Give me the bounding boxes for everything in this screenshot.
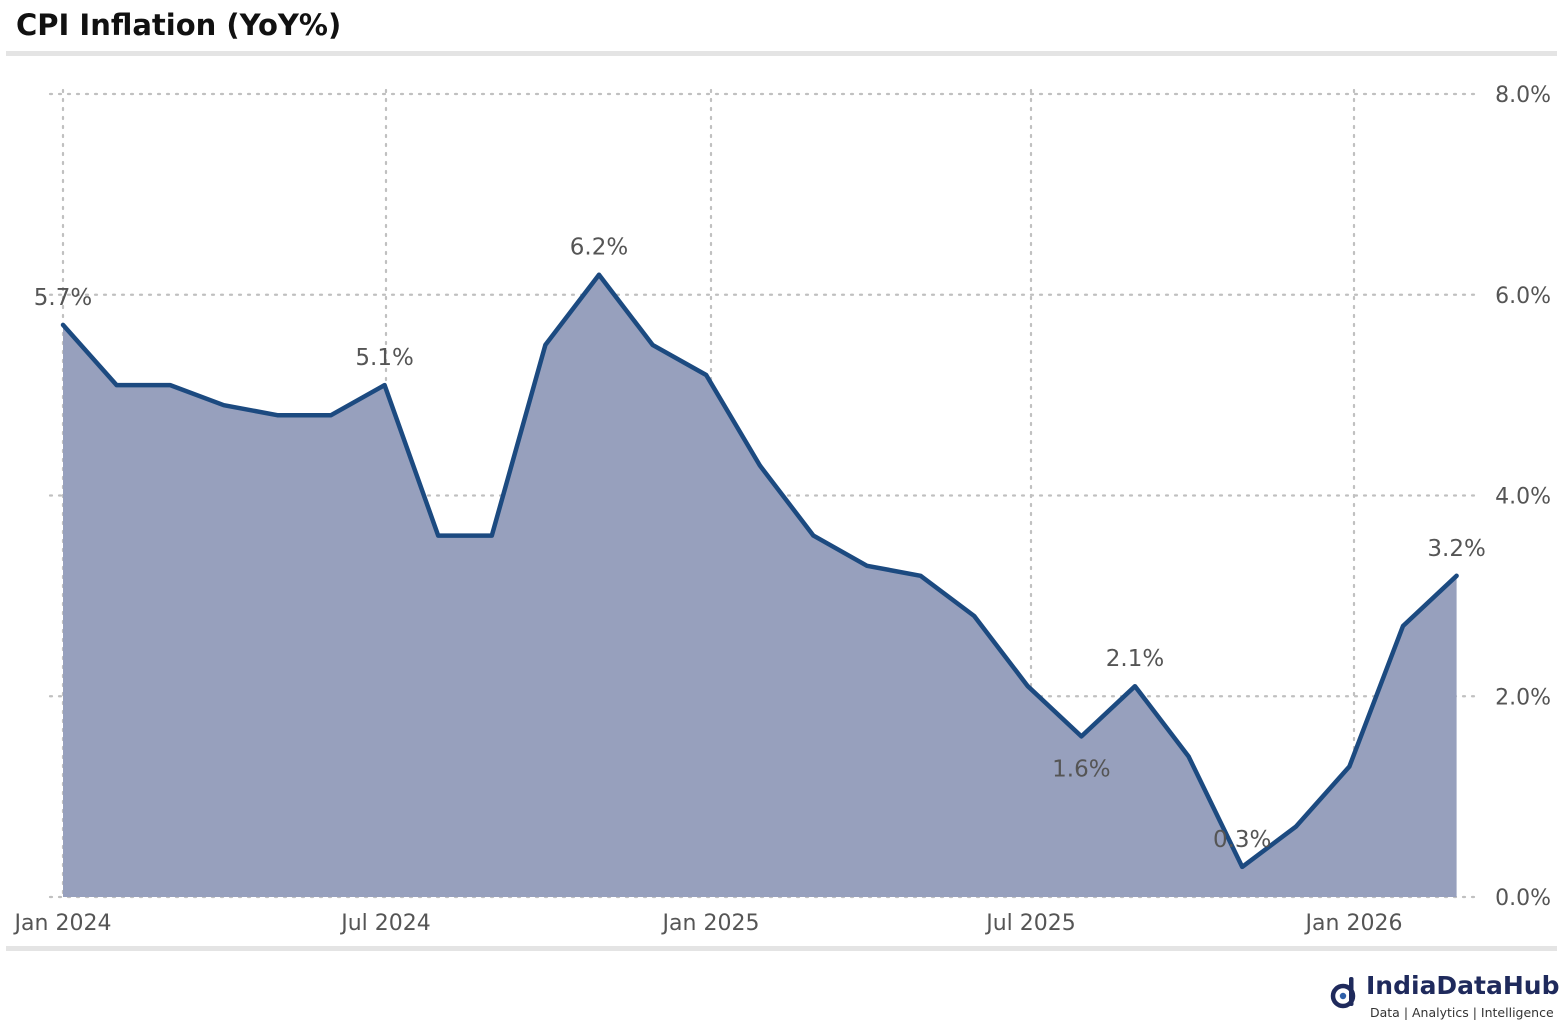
data-point-2025-06 — [972, 614, 976, 618]
data-label-2025-09: 2.1% — [1106, 646, 1164, 672]
data-labels: 5.7% 5.1% 6.2% 1.6% 2.1% 0.3% 3.2% — [34, 235, 1486, 853]
data-point-2024-12 — [651, 343, 655, 347]
data-point-2025-07 — [1026, 684, 1030, 688]
y-tick-label: 6.0% — [1495, 284, 1551, 309]
logo-name: IndiaDataHub — [1366, 971, 1560, 1000]
area-layer — [60, 272, 1459, 897]
data-point-2024-04 — [222, 403, 226, 407]
data-label-2025-11: 0.3% — [1213, 827, 1271, 853]
x-axis: Jan 2024 Jul 2024 Jan 2025 Jul 2025 Jan 2026 — [13, 911, 1403, 936]
data-point-2026-01 — [1347, 765, 1351, 769]
title-divider — [6, 51, 1557, 56]
data-point-2025-08 — [1079, 734, 1083, 738]
data-point-2025-05 — [919, 574, 923, 578]
indiadatahub-logo-icon — [1330, 977, 1356, 1009]
y-tick-label: 2.0% — [1495, 685, 1551, 710]
indiadatahub-logo: IndiaDataHub Data | Analytics | Intellig… — [1330, 970, 1560, 1026]
data-point-2024-02 — [115, 383, 119, 387]
footer-divider — [6, 946, 1557, 951]
data-label-2024-01: 5.7% — [34, 285, 92, 311]
data-label-2024-07: 5.1% — [355, 345, 413, 371]
data-point-2024-03 — [168, 383, 172, 387]
data-point-2025-09 — [1133, 684, 1137, 688]
logo-tagline: Data | Analytics | Intelligence — [1370, 1005, 1554, 1020]
data-point-2024-11 — [597, 273, 601, 277]
data-point-2024-10 — [543, 343, 547, 347]
x-tick-label: Jul 2024 — [339, 911, 431, 936]
data-label-2026-03: 3.2% — [1427, 536, 1485, 562]
series-line — [60, 272, 1459, 870]
data-label-2025-08: 1.6% — [1052, 756, 1110, 782]
data-point-2025-04 — [865, 564, 869, 568]
y-tick-label: 8.0% — [1495, 83, 1551, 108]
data-point-2025-11 — [1240, 865, 1244, 869]
data-point-2024-09 — [490, 534, 494, 538]
data-point-2025-12 — [1294, 825, 1298, 829]
data-point-2024-08 — [436, 534, 440, 538]
data-label-2024-11: 6.2% — [570, 235, 628, 261]
x-tick-label: Jan 2025 — [661, 911, 760, 936]
data-point-2024-01 — [61, 323, 65, 327]
x-tick-label: Jul 2025 — [984, 911, 1076, 936]
data-point-2025-03 — [811, 534, 815, 538]
data-point-2025-01 — [704, 373, 708, 377]
grid-layer — [48, 88, 1482, 899]
chart-title: CPI Inflation (YoY%) — [16, 8, 342, 42]
data-point-2024-07 — [383, 383, 387, 387]
series-area-fill — [63, 274, 1457, 897]
data-point-2026-02 — [1401, 624, 1405, 628]
x-tick-label: Jan 2026 — [1304, 911, 1403, 936]
data-point-2025-02 — [758, 463, 762, 467]
data-point-2024-05 — [275, 413, 279, 417]
y-tick-label: 0.0% — [1495, 886, 1551, 911]
data-point-2024-06 — [329, 413, 333, 417]
y-tick-label: 4.0% — [1495, 485, 1551, 510]
x-tick-label: Jan 2024 — [13, 911, 112, 936]
y-axis: 0.0% 2.0% 4.0% 6.0% 8.0% — [1495, 83, 1551, 911]
data-point-2025-10 — [1187, 754, 1191, 758]
data-point-2026-03 — [1455, 574, 1459, 578]
